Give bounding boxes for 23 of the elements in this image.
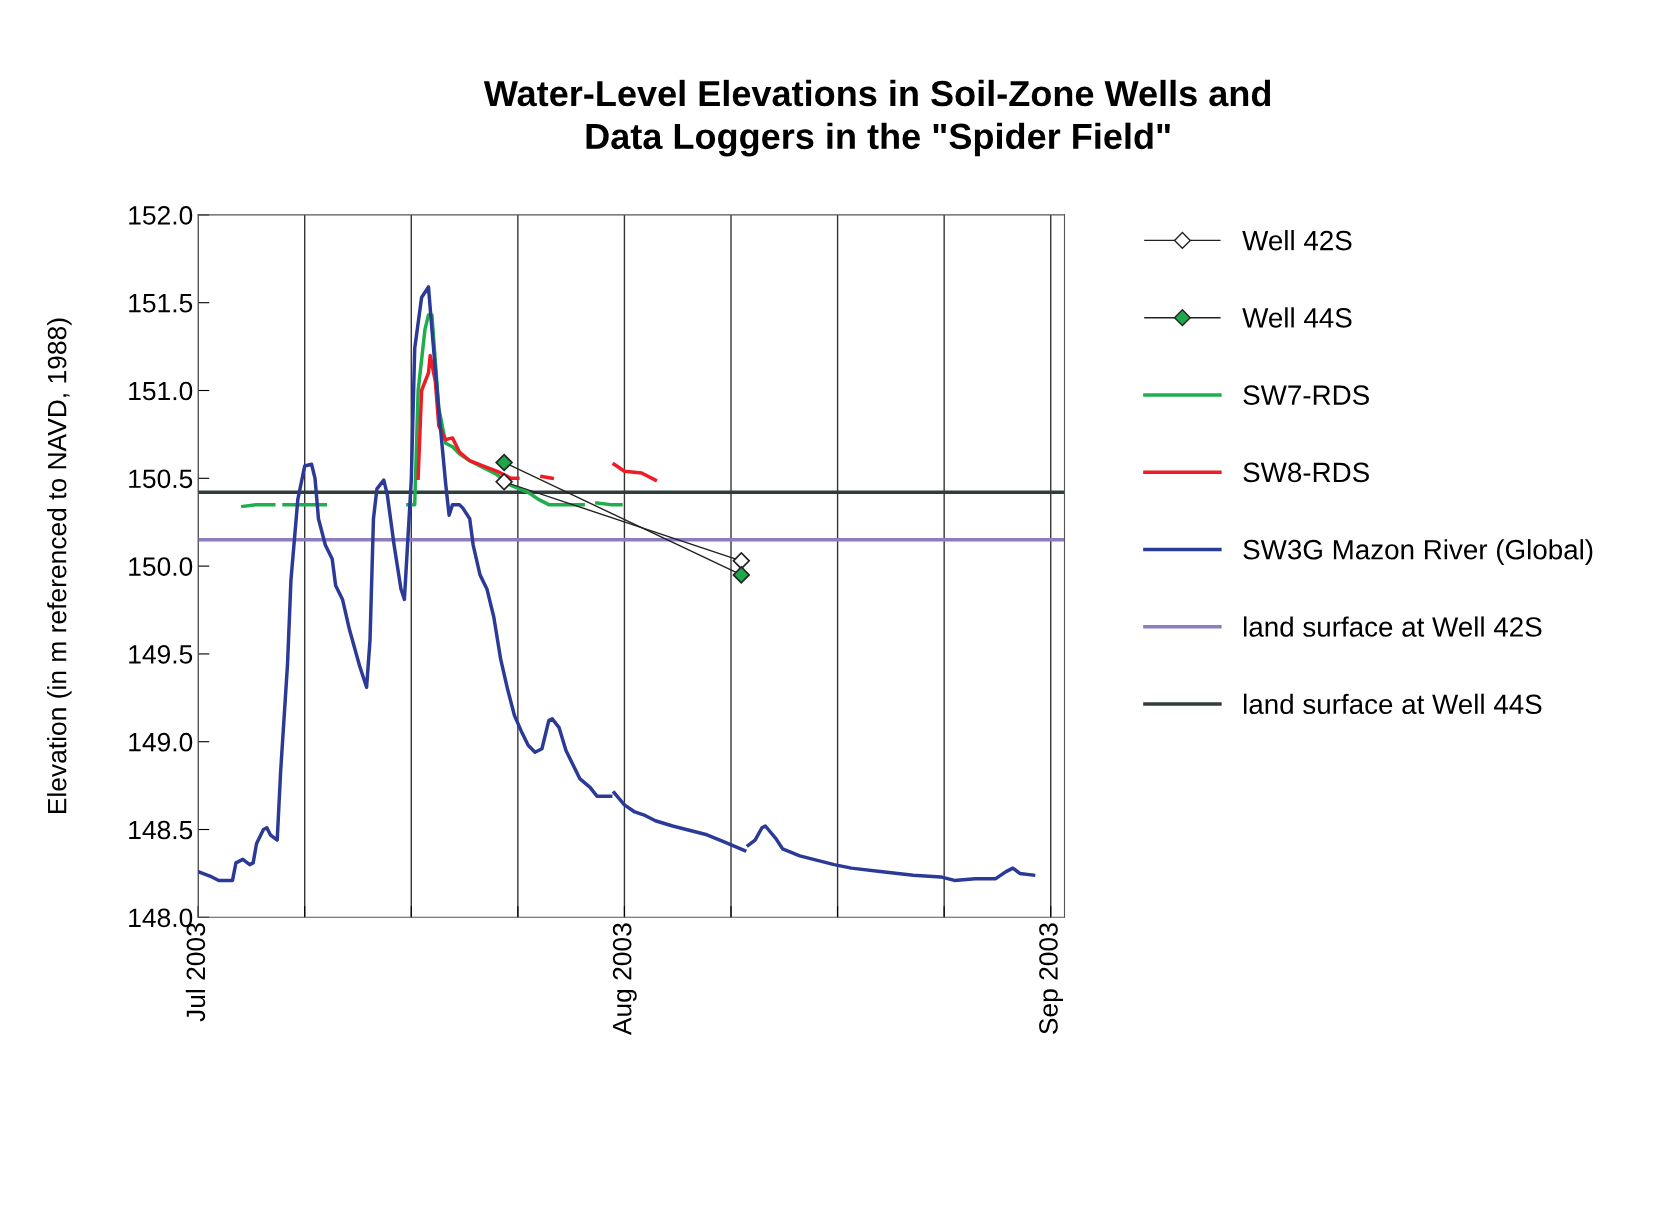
y-tick-label: 150.0 <box>129 557 193 576</box>
y-axis-title: Elevation (in m referenced to NAVD, 1988) <box>47 318 72 814</box>
legend-label: Well 42S <box>1242 230 1352 251</box>
point <box>495 453 513 472</box>
y-tick-label: 149.5 <box>129 645 193 664</box>
point <box>495 473 513 491</box>
legend-label: Well 44S <box>1242 307 1352 328</box>
point <box>732 566 751 584</box>
chart-title: Water-Level Elevations in Soil-Zone Wells and Data Loggers in the "Spider Field" <box>483 79 1271 157</box>
y-tick-label: 151.0 <box>129 381 193 401</box>
y-tick-label: 149.0 <box>129 732 193 752</box>
x-tick-label: Aug 2003 <box>612 923 637 1036</box>
legend-label: land surface at Well 42S <box>1244 616 1542 637</box>
legend-label: SW7-RDS <box>1243 385 1369 405</box>
legend-label: land surface at Well 44S <box>1244 693 1542 715</box>
y-tick-label: 151.5 <box>129 294 193 313</box>
legend-label: SW8-RDS <box>1243 462 1369 483</box>
legend-label: SW3G Mazon River (Global) <box>1243 539 1593 566</box>
y-tick-label: 152.0 <box>129 206 193 225</box>
x-tick-label: Sep 2003 <box>1039 923 1064 1034</box>
point <box>732 552 751 570</box>
y-tick-label: 150.5 <box>129 469 193 489</box>
y-tick-label: 148.5 <box>129 820 193 840</box>
